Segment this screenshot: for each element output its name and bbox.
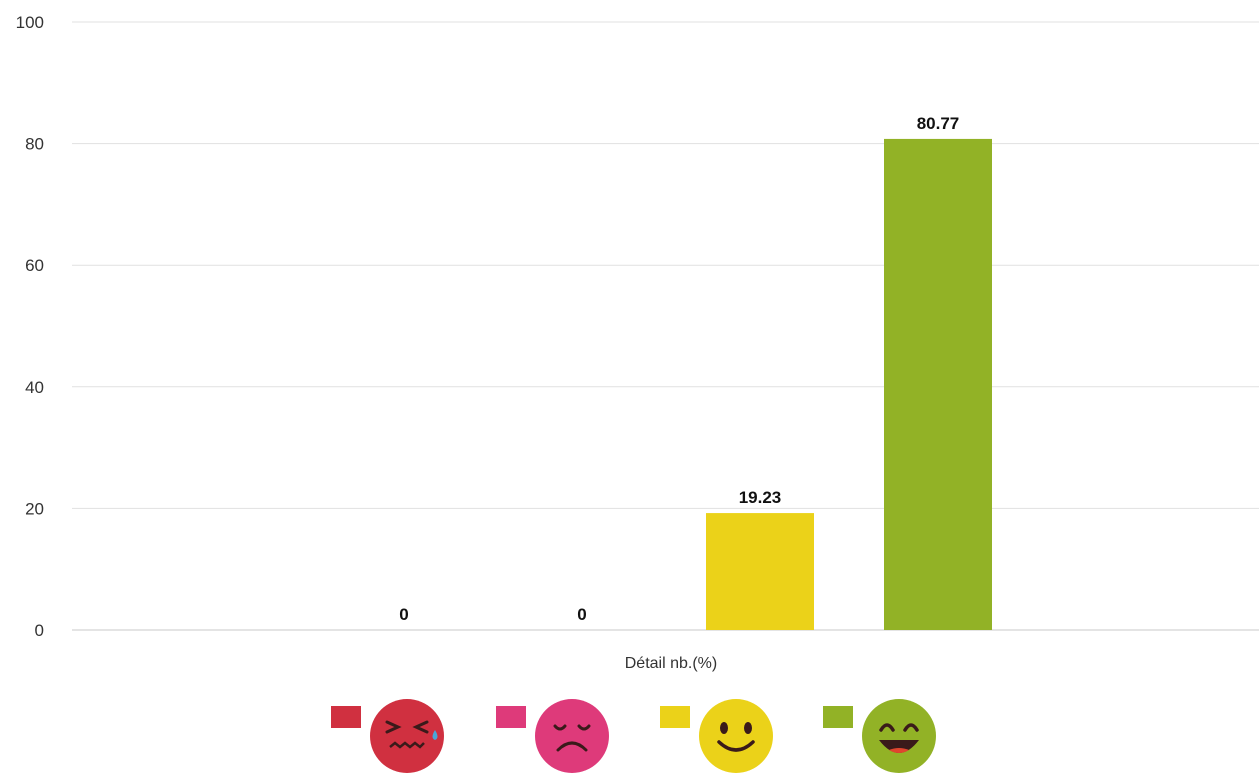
laughing-face-icon-circle xyxy=(862,699,936,773)
smiling-face-icon xyxy=(699,699,773,773)
legend-swatch xyxy=(331,706,361,728)
y-tick-label: 60 xyxy=(25,256,44,275)
legend-swatch xyxy=(660,706,690,728)
eye-left xyxy=(553,724,567,731)
gridlines xyxy=(72,21,1259,631)
sad-face-icon-circle xyxy=(535,699,609,773)
crying-face-icon xyxy=(370,699,444,773)
mouth xyxy=(879,740,919,753)
data-labels: 0 0 19.23 80.77 xyxy=(399,114,959,624)
smiling-face-icon-circle xyxy=(699,699,773,773)
legend-item xyxy=(823,699,936,773)
y-tick-label: 20 xyxy=(25,499,44,518)
bar-laughing-face xyxy=(884,138,992,630)
y-tick-label: 0 xyxy=(35,621,44,640)
data-label: 0 xyxy=(399,605,408,624)
y-tick-label: 40 xyxy=(25,378,44,397)
legend-item xyxy=(496,699,609,773)
eye-right xyxy=(903,723,919,732)
eye-left xyxy=(879,723,895,732)
legend-swatch xyxy=(496,706,526,728)
eye-right xyxy=(412,720,429,734)
data-label: 0 xyxy=(577,605,586,624)
eye-right xyxy=(744,722,752,734)
tear xyxy=(432,730,438,740)
legend xyxy=(331,699,936,773)
legend-swatch xyxy=(823,706,853,728)
sad-face-icon xyxy=(535,699,609,773)
x-axis-label: Détail nb.(%) xyxy=(625,655,717,672)
tongue xyxy=(889,748,909,753)
mouth xyxy=(717,740,755,752)
laughing-face-icon xyxy=(862,699,936,773)
crying-face-icon-circle xyxy=(370,699,444,773)
legend-item xyxy=(660,699,773,773)
y-tick-label: 80 xyxy=(25,135,44,154)
data-label: 80.77 xyxy=(917,114,960,133)
y-axis-ticks: 0 20 40 60 80 100 xyxy=(16,13,44,640)
eye-left xyxy=(385,720,402,734)
mouth xyxy=(389,741,425,749)
mouth xyxy=(556,741,588,752)
eye-right xyxy=(577,724,591,731)
eye-left xyxy=(720,722,728,734)
legend-item xyxy=(331,699,444,773)
bars xyxy=(706,138,992,630)
bar-smiling-face xyxy=(706,513,814,630)
y-tick-label: 100 xyxy=(16,13,44,32)
data-label: 19.23 xyxy=(739,488,782,507)
